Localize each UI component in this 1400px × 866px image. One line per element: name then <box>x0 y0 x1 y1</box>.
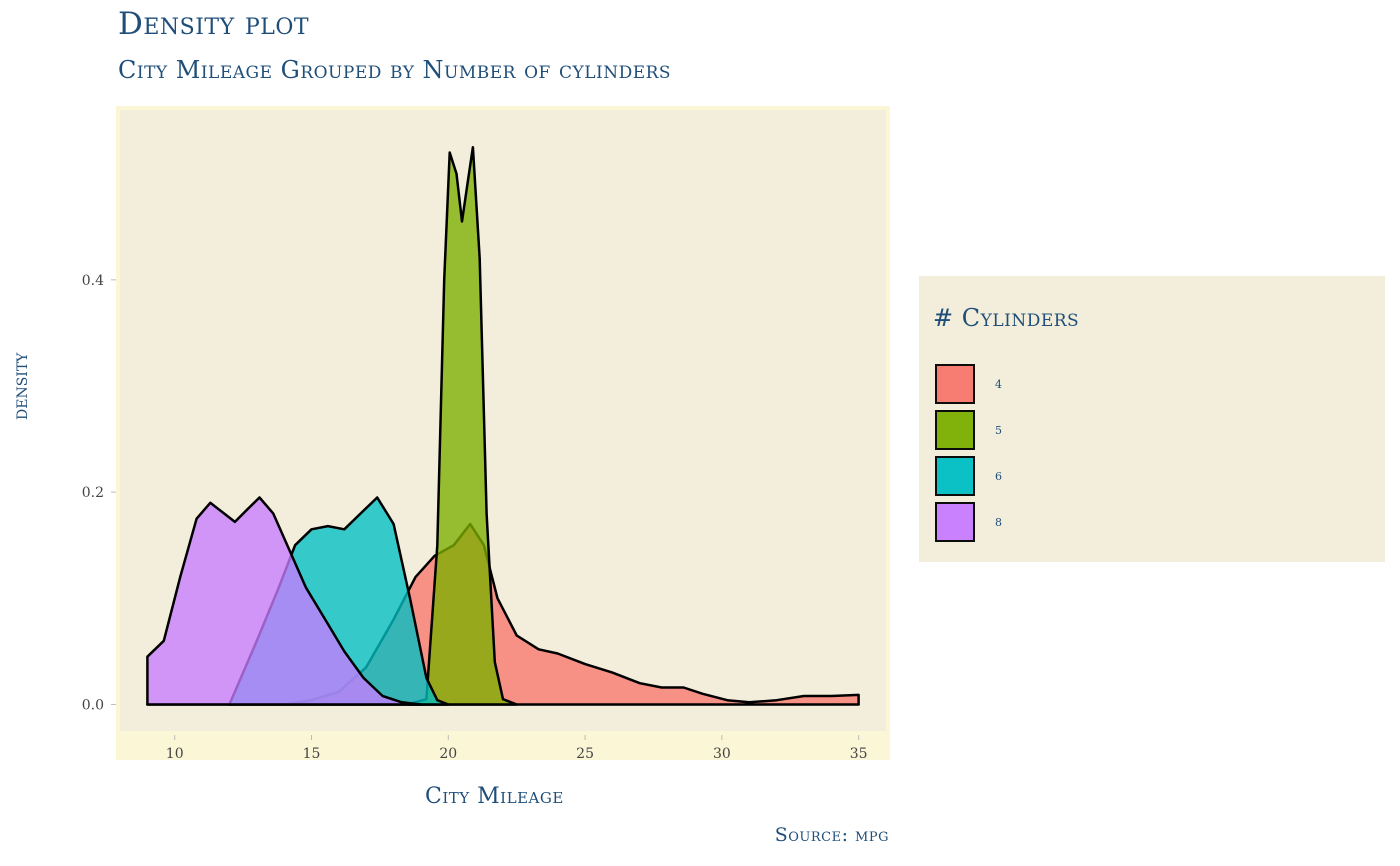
density-areas <box>146 145 860 706</box>
y-axis-ticks: 0.0 0.2 0.4 <box>82 273 116 713</box>
y-tick-label: 0.4 <box>82 273 104 289</box>
y-tick-label: 0.2 <box>82 485 104 501</box>
legend-item-6: 6 <box>935 456 1135 500</box>
legend-title: # Cylinders <box>933 304 1080 332</box>
x-tick-label: 35 <box>850 746 868 762</box>
legend-item-8: 8 <box>935 502 1135 546</box>
x-axis-ticks: 10 15 20 25 30 35 <box>166 735 868 762</box>
chart-caption: Source: mpg <box>774 824 889 846</box>
legend-label-6: 6 <box>995 470 1002 483</box>
x-tick-label: 10 <box>166 746 184 762</box>
density-area-5 <box>406 145 518 706</box>
x-tick-label: 20 <box>439 746 457 762</box>
density-area-8 <box>146 496 423 706</box>
legend-swatch-8 <box>935 502 975 542</box>
legend: # Cylinders 4 5 6 8 <box>919 276 1385 562</box>
legend-swatch-4 <box>935 364 975 404</box>
chart-title: Density plot <box>118 6 310 42</box>
y-axis-label: density <box>8 352 32 420</box>
legend-label-5: 5 <box>995 424 1002 437</box>
x-axis-label: City Mileage <box>425 784 564 809</box>
legend-swatch-6 <box>935 456 975 496</box>
legend-item-4: 4 <box>935 364 1135 408</box>
chart-subtitle: City Mileage Grouped by Number of cylind… <box>118 56 672 84</box>
legend-label-8: 8 <box>995 516 1002 529</box>
legend-swatch-5 <box>935 410 975 450</box>
x-tick-label: 30 <box>713 746 731 762</box>
y-tick-label: 0.0 <box>82 697 104 713</box>
x-tick-label: 15 <box>303 746 321 762</box>
x-tick-label: 25 <box>576 746 594 762</box>
legend-label-4: 4 <box>995 378 1002 391</box>
legend-item-5: 5 <box>935 410 1135 454</box>
